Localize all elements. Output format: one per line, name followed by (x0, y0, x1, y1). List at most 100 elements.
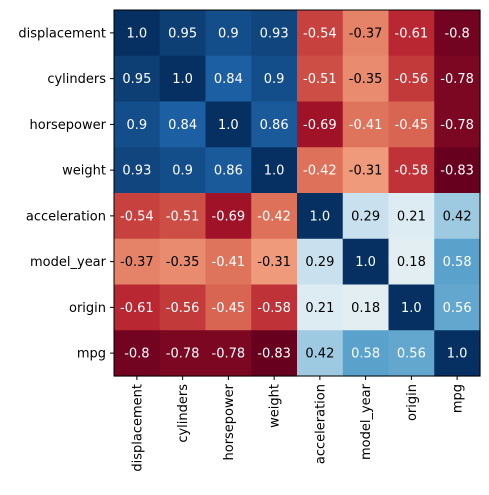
heatmap-cell-weight-mpg (434, 147, 481, 194)
heatmap-cell-mpg-mpg (434, 330, 481, 377)
cell-value-label: -0.42 (257, 209, 291, 224)
cell-value-label: 0.9 (172, 164, 193, 179)
heatmap-cell-displacement-model_year (342, 10, 390, 57)
cell-value-label: -0.69 (212, 209, 246, 224)
heatmap-cell-horsepower-cylinders (159, 101, 207, 148)
heatmap-cell-cylinders-model_year (342, 55, 390, 103)
cell-value-label: -0.37 (349, 26, 383, 41)
heatmap-cell-displacement-origin (388, 10, 435, 57)
cell-value-label: 1.0 (310, 209, 331, 224)
cell-value-label: 0.93 (260, 26, 289, 41)
cell-value-label: -0.54 (303, 26, 337, 41)
heatmap-cell-model_year-weight (251, 238, 298, 286)
heatmap-cell-mpg-weight (251, 330, 298, 377)
heatmap-cell-mpg-model_year (342, 330, 390, 377)
y-tick-label: cylinders (47, 72, 106, 87)
cell-value-label: -0.61 (120, 301, 154, 316)
heatmap-cell-cylinders-acceleration (297, 55, 344, 103)
heatmap-cell-cylinders-weight (251, 55, 298, 103)
heatmap-cell-origin-acceleration (297, 284, 344, 331)
cell-value-label: -0.42 (303, 164, 337, 179)
cell-value-label: 1.0 (401, 301, 422, 316)
heatmap-cell-mpg-horsepower (205, 330, 252, 377)
y-tick-label: mpg (77, 347, 106, 362)
heatmap-cell-cylinders-displacement (114, 55, 161, 103)
cell-value-label: -0.35 (166, 255, 200, 270)
cell-value-label: -0.78 (440, 72, 474, 87)
cell-value-label: -0.58 (257, 301, 291, 316)
cell-value-label: -0.61 (395, 26, 429, 41)
cell-value-label: 0.95 (168, 26, 197, 41)
cell-value-label: -0.78 (440, 118, 474, 133)
cell-value-label: -0.8 (444, 26, 469, 41)
heatmap-cell-horsepower-displacement (114, 101, 161, 148)
heatmap-cell-acceleration-horsepower (205, 193, 252, 240)
cell-value-label: 0.86 (214, 164, 243, 179)
heatmap-cell-weight-horsepower (205, 147, 252, 194)
x-tick-label: origin (405, 384, 420, 421)
cell-value-label: -0.35 (349, 72, 383, 87)
cell-value-label: 0.58 (443, 255, 472, 270)
cell-value-label: -0.8 (124, 347, 149, 362)
heatmap-cell-horsepower-origin (388, 101, 435, 148)
x-tick-label: displacement (130, 384, 145, 472)
heatmap-cell-acceleration-acceleration (297, 193, 344, 240)
y-tick-label: origin (69, 301, 106, 316)
cell-value-label: 1.0 (218, 118, 239, 133)
heatmap-cell-horsepower-model_year (342, 101, 390, 148)
heatmap-cell-weight-weight (251, 147, 298, 194)
cell-value-label: -0.31 (349, 164, 383, 179)
heatmap-cell-origin-cylinders (159, 284, 207, 331)
cell-value-label: 1.0 (447, 347, 468, 362)
heatmap-cell-acceleration-model_year (342, 193, 390, 240)
cell-value-label: -0.83 (440, 164, 474, 179)
cell-value-label: -0.83 (257, 347, 291, 362)
heatmap-cell-model_year-cylinders (159, 238, 207, 286)
heatmap-cell-mpg-acceleration (297, 330, 344, 377)
heatmap-cell-labels: 1.0 0.95 0.9 0.93 -0.54 -0.37 -0.61 -0.8 0.95 1.0… (120, 26, 474, 361)
cell-value-label: -0.56 (395, 72, 429, 87)
cell-value-label: -0.54 (120, 209, 154, 224)
cell-value-label: 0.84 (168, 118, 197, 133)
heatmap-cell-acceleration-displacement (114, 193, 161, 240)
heatmap-cell-origin-weight (251, 284, 298, 331)
y-tick-label: horsepower (30, 118, 107, 133)
heatmap-cell-mpg-origin (388, 330, 435, 377)
cell-value-label: -0.78 (212, 347, 246, 362)
cell-value-label: 0.56 (397, 347, 426, 362)
heatmap-cell-model_year-model_year (342, 238, 390, 286)
x-tick-label: mpg (451, 384, 466, 413)
cell-value-label: 0.29 (305, 255, 334, 270)
cell-value-label: 0.95 (122, 72, 151, 87)
heatmap-cell-cylinders-mpg (434, 55, 481, 103)
heatmap-cell-cylinders-origin (388, 55, 435, 103)
x-tick-label: model_year (359, 383, 374, 460)
cell-value-label: 0.42 (305, 347, 334, 362)
cell-value-label: -0.56 (166, 301, 200, 316)
heatmap-cell-horsepower-acceleration (297, 101, 344, 148)
cell-value-label: -0.51 (166, 209, 200, 224)
cell-value-label: 0.29 (351, 209, 380, 224)
heatmap-cell-acceleration-mpg (434, 193, 481, 240)
x-tick-label: cylinders (176, 384, 191, 443)
cell-value-label: -0.69 (303, 118, 337, 133)
heatmap-cell-model_year-displacement (114, 238, 161, 286)
heatmap-cell-mpg-displacement (114, 330, 161, 377)
heatmap-cell-weight-model_year (342, 147, 390, 194)
cell-value-label: -0.31 (257, 255, 291, 270)
cell-value-label: -0.37 (120, 255, 154, 270)
plot-frame (113, 9, 481, 377)
cell-value-label: 0.18 (351, 301, 380, 316)
heatmap-cell-displacement-cylinders (159, 10, 207, 57)
cell-value-label: 0.84 (214, 72, 243, 87)
cell-value-label: 0.93 (122, 164, 151, 179)
heatmap-cell-cylinders-horsepower (205, 55, 252, 103)
heatmap-cell-horsepower-horsepower (205, 101, 252, 148)
heatmap-cell-displacement-displacement (114, 10, 161, 57)
y-tick-label: model_year (30, 255, 107, 270)
y-axis: displacement cylinders horsepower weight acc… (18, 26, 114, 362)
y-tick-label: displacement (18, 26, 106, 41)
heatmap-cell-horsepower-weight (251, 101, 298, 148)
